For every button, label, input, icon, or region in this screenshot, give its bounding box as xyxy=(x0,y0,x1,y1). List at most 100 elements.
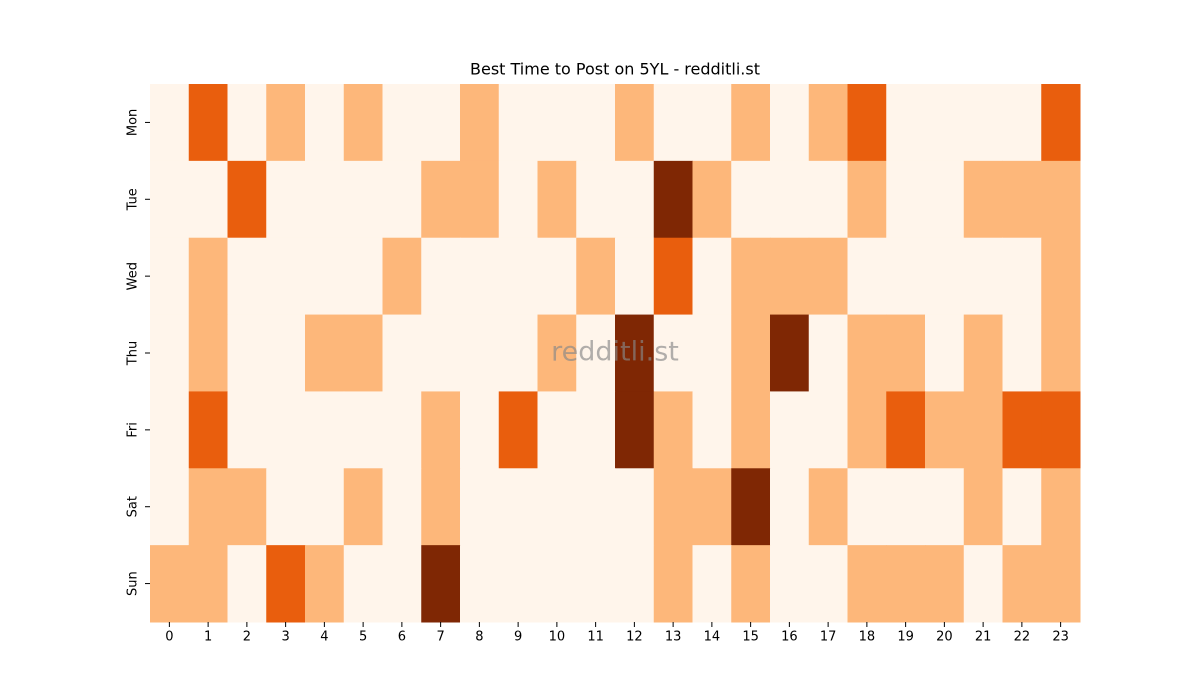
heatmap-cell xyxy=(925,237,965,316)
x-tick-label: 11 xyxy=(587,630,604,645)
heatmap-cell xyxy=(731,391,771,469)
heatmap-cell xyxy=(925,314,965,392)
heatmap-cell xyxy=(731,314,771,392)
heatmap-cell xyxy=(421,545,461,623)
y-tick-label: Sat xyxy=(126,496,141,517)
heatmap-cell xyxy=(188,84,228,162)
heatmap-cell xyxy=(770,468,810,546)
heatmap-cell xyxy=(305,545,345,623)
heatmap-cell xyxy=(731,545,771,623)
x-tick-label: 19 xyxy=(897,630,914,645)
heatmap-cell xyxy=(886,391,926,469)
heatmap-cell xyxy=(305,468,345,546)
heatmap-cell xyxy=(343,545,383,623)
heatmap-cell xyxy=(886,160,926,239)
heatmap-cell xyxy=(150,160,190,239)
heatmap-cell xyxy=(847,84,887,162)
x-tick-label: 2 xyxy=(243,630,251,645)
heatmap-cell xyxy=(808,237,848,316)
heatmap-cell xyxy=(925,468,965,546)
heatmap-cell xyxy=(1041,160,1081,239)
y-tick-label: Fri xyxy=(126,422,141,438)
heatmap-cell xyxy=(847,237,887,316)
heatmap-cell xyxy=(963,314,1003,392)
heatmap-cell xyxy=(615,468,655,546)
x-tick-label: 22 xyxy=(1014,630,1031,645)
heatmap-cell xyxy=(692,160,732,239)
heatmap-cell xyxy=(460,314,500,392)
x-tick-label: 21 xyxy=(975,630,992,645)
heatmap-cell xyxy=(847,160,887,239)
x-tick-label: 10 xyxy=(549,630,566,645)
x-tick-label: 14 xyxy=(704,630,721,645)
heatmap-cell xyxy=(266,468,306,546)
heatmap-cell xyxy=(1041,545,1081,623)
heatmap-cell xyxy=(266,314,306,392)
heatmap-cell xyxy=(653,84,693,162)
heatmap-cell xyxy=(653,237,693,316)
heatmap-cell xyxy=(1002,468,1042,546)
heatmap-cell xyxy=(1002,391,1042,469)
heatmap-cell xyxy=(227,545,267,623)
heatmap-cell xyxy=(692,84,732,162)
heatmap-cell xyxy=(731,84,771,162)
heatmap-cell xyxy=(382,468,422,546)
heatmap-cell xyxy=(150,468,190,546)
heatmap-cell xyxy=(382,237,422,316)
x-tick-label: 8 xyxy=(475,630,483,645)
heatmap-cell xyxy=(498,391,538,469)
x-tick-label: 16 xyxy=(781,630,798,645)
heatmap-cell xyxy=(847,391,887,469)
x-tick-label: 5 xyxy=(359,630,367,645)
heatmap-cell xyxy=(421,84,461,162)
heatmap-cell xyxy=(460,391,500,469)
x-tick-label: 17 xyxy=(820,630,837,645)
heatmap-cell xyxy=(227,391,267,469)
heatmap-cell xyxy=(498,84,538,162)
heatmap-cell xyxy=(770,160,810,239)
heatmap-cell xyxy=(576,391,616,469)
heatmap-cell xyxy=(1041,237,1081,316)
heatmap-cell xyxy=(343,160,383,239)
heatmap-cell xyxy=(576,468,616,546)
heatmap-cell xyxy=(460,160,500,239)
heatmap-cell xyxy=(615,84,655,162)
heatmap-cell xyxy=(150,237,190,316)
heatmap-cell xyxy=(421,160,461,239)
heatmap-cell xyxy=(1002,160,1042,239)
heatmap-cell xyxy=(886,314,926,392)
heatmap-cell xyxy=(227,314,267,392)
heatmap-cell xyxy=(1041,468,1081,546)
heatmap-cell xyxy=(847,468,887,546)
x-tick-label: 1 xyxy=(204,630,212,645)
y-tick-label: Thu xyxy=(126,341,141,366)
heatmap-cell xyxy=(886,84,926,162)
heatmap-cell xyxy=(847,545,887,623)
heatmap-cell xyxy=(305,237,345,316)
y-tick-label: Wed xyxy=(126,262,141,290)
heatmap-cell xyxy=(305,160,345,239)
heatmap-cell xyxy=(266,237,306,316)
heatmap-cell xyxy=(731,160,771,239)
heatmap-cell xyxy=(188,160,228,239)
heatmap-cell xyxy=(576,84,616,162)
heatmap-cell xyxy=(460,468,500,546)
heatmap-cell xyxy=(1041,391,1081,469)
heatmap-cell xyxy=(498,237,538,316)
heatmap-cell xyxy=(615,314,655,392)
heatmap-cell xyxy=(460,237,500,316)
heatmap-cell xyxy=(1002,545,1042,623)
heatmap-cell xyxy=(537,391,577,469)
heatmap-cell xyxy=(615,545,655,623)
x-tick-label: 12 xyxy=(626,630,643,645)
heatmap-cell xyxy=(653,391,693,469)
heatmap-cell xyxy=(1041,84,1081,162)
heatmap-cell xyxy=(188,468,228,546)
heatmap-cell xyxy=(692,391,732,469)
heatmap-cell xyxy=(653,468,693,546)
heatmap-cell xyxy=(421,237,461,316)
heatmap-cell xyxy=(963,545,1003,623)
x-tick-label: 4 xyxy=(320,630,328,645)
heatmap-cell xyxy=(537,545,577,623)
